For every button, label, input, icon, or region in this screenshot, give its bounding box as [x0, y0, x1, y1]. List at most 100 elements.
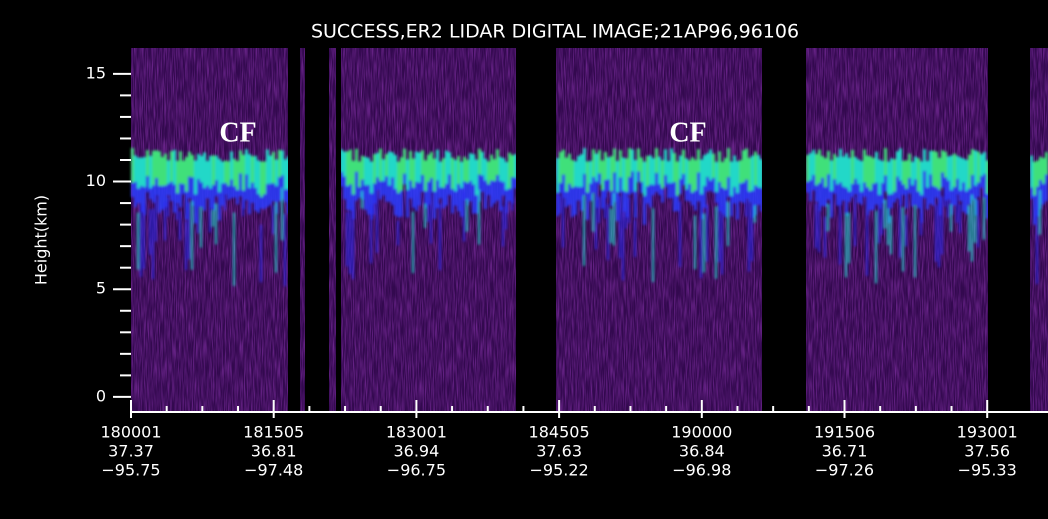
cloud-band	[364, 157, 367, 186]
cloud-edge	[664, 175, 667, 187]
cloud-band	[932, 151, 935, 187]
cloud-edge	[170, 182, 173, 201]
cloud-streak	[634, 219, 636, 256]
cloud-streak	[176, 205, 178, 220]
cloud-band	[586, 161, 589, 192]
cloud-band	[673, 153, 676, 182]
cloud-streak	[352, 207, 354, 279]
cloud-edge	[194, 194, 197, 223]
x-tick-label: 183001	[386, 423, 447, 442]
cloud-streak	[947, 193, 949, 217]
cloud-streak	[242, 201, 244, 216]
cloud-edge	[875, 183, 878, 205]
cloud-streak	[439, 204, 441, 270]
cloud-band	[164, 154, 167, 186]
cloud-band	[974, 150, 977, 185]
cloud-edge	[394, 189, 397, 215]
cloud-band	[134, 155, 137, 182]
cloud-edge	[836, 184, 839, 205]
cloud-band	[863, 149, 866, 182]
cloud-band	[463, 157, 466, 182]
cloud-streak	[424, 204, 426, 228]
cloud-band	[646, 156, 649, 187]
cloud-band	[607, 157, 610, 179]
cloud-band	[212, 155, 215, 185]
cloud-edge	[409, 181, 412, 199]
cloud-edge	[857, 184, 860, 203]
cloud-streak	[815, 203, 817, 248]
cloud-band	[715, 162, 718, 192]
cloud-edge	[239, 173, 242, 196]
cloud-edge	[658, 184, 661, 195]
cloud-band	[355, 149, 358, 172]
cloud-edge	[941, 173, 944, 188]
cloud-streak	[610, 209, 612, 244]
cloud-edge	[161, 186, 164, 210]
cloud-band	[409, 151, 412, 181]
cloud-band	[185, 157, 188, 192]
cloud-band	[727, 148, 730, 177]
cloud-streak	[397, 221, 399, 246]
cloud-band	[382, 159, 385, 181]
cloud-band	[980, 154, 983, 176]
cloud-streak	[505, 203, 507, 229]
cloud-band	[736, 161, 739, 193]
cloud-band	[827, 151, 830, 174]
cloud-band	[712, 154, 715, 179]
cloud-edge	[694, 190, 697, 210]
cloud-band	[905, 160, 908, 188]
cloud-streak	[598, 197, 600, 223]
cloud-edge	[412, 188, 415, 208]
cloud-band	[983, 152, 986, 174]
cloud-band	[893, 159, 896, 192]
cloud-band	[445, 151, 448, 184]
cloud-edge	[400, 191, 403, 217]
cloud-edge	[848, 192, 851, 202]
cloud-band	[968, 155, 971, 189]
cloud-band	[887, 162, 890, 195]
lidar-image	[131, 48, 1048, 412]
cloud-edge	[388, 185, 391, 201]
cloud-edge	[953, 187, 956, 205]
cloud-edge	[962, 182, 965, 211]
cloud-streak	[827, 204, 829, 231]
cloud-edge	[914, 180, 917, 206]
cloud-streak	[370, 205, 372, 264]
cloud-edge	[610, 191, 613, 206]
cloud-streak	[143, 204, 145, 269]
cloud-streak	[679, 202, 681, 267]
cloud-band	[565, 158, 568, 192]
cloud-streak	[878, 207, 880, 243]
cloud-streak	[887, 209, 889, 246]
cloud-band	[233, 159, 236, 187]
cloud-edge	[598, 174, 601, 185]
cloud-edge	[364, 185, 367, 210]
cloud-edge	[439, 188, 442, 199]
cloud-band	[281, 150, 284, 175]
cloud-edge	[200, 183, 203, 208]
cloud-band	[571, 160, 574, 188]
cloud-band	[221, 161, 224, 183]
cloud-edge	[385, 176, 388, 201]
cloud-edge	[475, 195, 478, 213]
cloud-band	[559, 152, 562, 183]
cloud-band	[511, 155, 514, 177]
annotation: CF	[219, 117, 256, 148]
cloud-edge	[890, 194, 893, 208]
x-tick-label: 180001	[100, 423, 161, 442]
cloud-edge	[236, 190, 239, 204]
cloud-band	[583, 148, 586, 174]
cloud-band	[499, 157, 502, 181]
cloud-band	[451, 158, 454, 190]
cloud-streak	[613, 193, 615, 246]
cloud-edge	[433, 192, 436, 219]
cloud-streak	[715, 206, 717, 278]
cloud-band	[508, 153, 511, 189]
cloud-streak	[914, 206, 916, 278]
cloud-edge	[212, 185, 215, 210]
cloud-edge	[685, 189, 688, 200]
cloud-band	[442, 158, 445, 188]
cloud-edge	[367, 185, 370, 214]
cloud-edge	[751, 191, 754, 218]
cloud-band	[436, 150, 439, 181]
